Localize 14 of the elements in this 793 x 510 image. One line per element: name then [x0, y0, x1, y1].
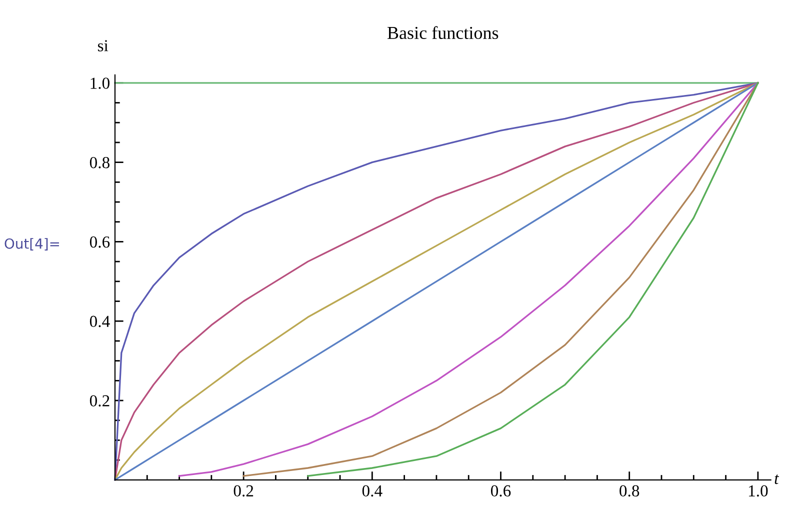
y-tick-label: 1.0: [90, 78, 110, 89]
x-tick-label: 0.4: [362, 485, 382, 497]
y-tick-label: 0.4: [90, 316, 110, 328]
y-axis-title: si: [98, 40, 108, 52]
y-tick-label: 0.6: [90, 236, 110, 248]
x-axis-title: t: [774, 474, 780, 484]
x-tick-label: 0.8: [620, 485, 640, 497]
x-tick-label: 0.6: [490, 485, 511, 497]
x-tick-label: 0.2: [234, 485, 254, 497]
x-tick-label: 1.0: [748, 485, 768, 497]
chart-title: Basic functions: [387, 26, 498, 40]
y-tick-label: 0.2: [90, 395, 110, 407]
y-tick-label: 0.8: [90, 157, 110, 168]
text: Out[4]=: [4, 238, 59, 250]
